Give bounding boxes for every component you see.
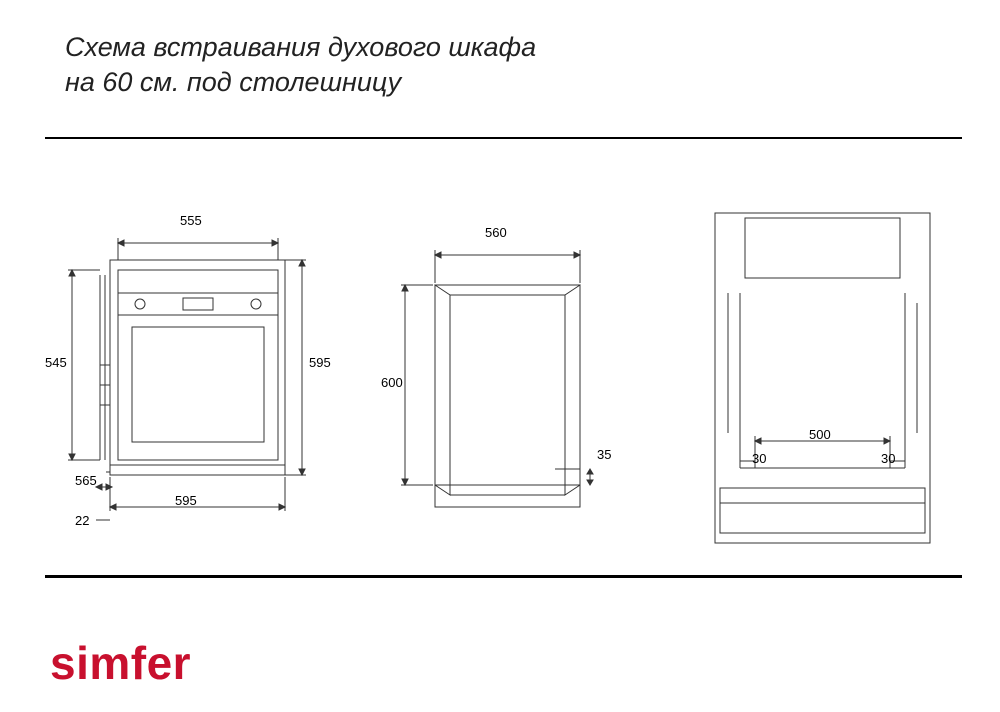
dim-cab-height: 600 bbox=[381, 375, 403, 390]
dim-cab-top: 560 bbox=[485, 225, 507, 240]
page-title: Схема встраивания духового шкафа на 60 с… bbox=[65, 30, 536, 100]
dim-oven-left-h: 545 bbox=[45, 355, 67, 370]
title-line-1: Схема встраивания духового шкафа bbox=[65, 30, 536, 65]
divider-top bbox=[45, 137, 962, 139]
divider-bottom bbox=[45, 575, 962, 578]
brand-logo: simfer bbox=[50, 636, 191, 690]
dim-oven-offset: 22 bbox=[75, 513, 89, 528]
cabinet-undercounter-diagram bbox=[375, 215, 635, 535]
dim-cab-clearance: 35 bbox=[597, 447, 611, 462]
title-line-2: на 60 см. под столешницу bbox=[65, 65, 536, 100]
dim-oven-right-h: 595 bbox=[309, 355, 331, 370]
dim-oven-depth: 565 bbox=[75, 473, 97, 488]
tall-cabinet-diagram bbox=[685, 203, 955, 553]
dim-oven-top: 555 bbox=[180, 213, 202, 228]
dim-oven-width: 595 bbox=[175, 493, 197, 508]
dim-tall-side-right: 30 bbox=[881, 451, 895, 466]
dim-tall-opening: 500 bbox=[809, 427, 831, 442]
diagram-area: 555 545 595 565 595 22 bbox=[45, 195, 960, 560]
dim-tall-side-left: 30 bbox=[752, 451, 766, 466]
